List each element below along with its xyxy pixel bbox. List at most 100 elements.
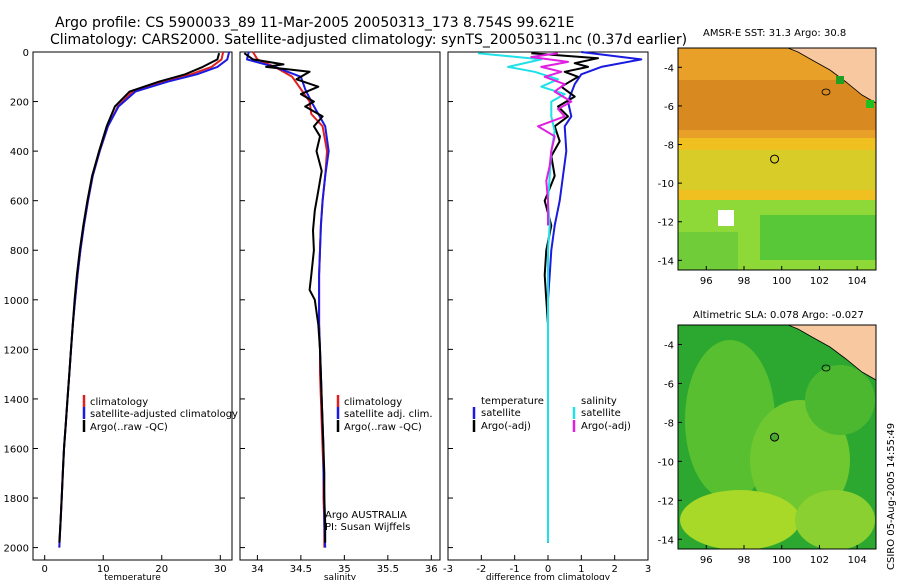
legend-label-temp-argo: Argo(-adj): [481, 421, 531, 432]
x-tick-label: 0: [42, 564, 48, 575]
sst-map-frame: [677, 47, 877, 271]
y-tick-label: 1600: [4, 444, 29, 455]
x-tick-label: 35.5: [377, 564, 399, 575]
y-tick-label: 2000: [4, 544, 29, 555]
map-y-tick-label: -12: [658, 218, 674, 229]
map-y-tick-label: -14: [658, 535, 674, 546]
series-line-climatology: [252, 51, 328, 548]
series-line-argo-raw-qc-: [58, 52, 221, 543]
x-tick-label: 2: [611, 564, 617, 575]
sst-coolest-patch: [760, 215, 876, 260]
island-outline: [821, 88, 831, 96]
x-tick-label: 20: [155, 564, 168, 575]
x-tick-label: 34: [251, 564, 264, 575]
legend-label-satellite: satellite-adjusted climatology: [90, 409, 238, 420]
sla-map-title: Altimetric SLA: 0.078 Argo: -0.027: [693, 310, 864, 321]
csiro-credit: CSIRO 05-Aug-2005 14:55:49: [886, 423, 897, 570]
map-x-tick-label: 100: [772, 555, 791, 566]
legend-label-climatology: climatology: [90, 397, 148, 408]
argo-float-marker: [770, 432, 780, 442]
legend-label-argo: Argo(..raw -QC): [344, 422, 422, 433]
temperature-plot: 0 10 20 30 0 200 400 600 800 1000 1200 1400 1600 1800…: [4, 48, 231, 580]
series-line-temperature-satellite: [547, 51, 643, 543]
sst-island-patch: [836, 76, 844, 84]
legend-label-sal-argo: Argo(-adj): [581, 421, 631, 432]
sla-map-axes: 96 98 100 102 104 -4 -6 -8 -10 -12 -14: [658, 340, 867, 566]
sla-feature: [795, 490, 875, 549]
x-tick-label: 35: [338, 564, 351, 575]
map-x-tick-label: 104: [848, 555, 867, 566]
salinity-legend: climatology satellite adj. clim. Argo(..…: [325, 395, 433, 533]
x-tick-label: -2: [476, 564, 486, 575]
map-x-tick-label: 96: [700, 555, 713, 566]
island-outline: [821, 364, 831, 372]
sla-map: [678, 325, 876, 549]
y-tick-label: 400: [10, 147, 29, 158]
x-tick-label: 1: [578, 564, 584, 575]
y-tick-label: 1400: [4, 395, 29, 406]
map-y-tick-label: -8: [664, 141, 674, 152]
x-tick-label: 34.5: [290, 564, 312, 575]
legend-label-satellite: satellite adj. clim.: [344, 409, 433, 420]
legend-heading-salinity: salinity: [581, 396, 617, 407]
y-tick-label: 1000: [4, 296, 29, 307]
x-axis-label: salinity: [324, 573, 357, 580]
temperature-legend: climatology satellite-adjusted climatolo…: [82, 395, 238, 433]
y-tick-label: 200: [10, 98, 29, 109]
sst-map: [678, 48, 876, 270]
map-y-tick-label: -4: [664, 340, 674, 351]
map-x-tick-label: 98: [738, 276, 751, 287]
x-tick-label: 30: [214, 564, 227, 575]
sla-feature: [805, 365, 875, 435]
series-line-satellite-adj-clim-: [246, 51, 330, 548]
map-x-tick-label: 100: [772, 276, 791, 287]
x-tick-label: -3: [443, 564, 453, 575]
sla-map-frame: [677, 324, 877, 550]
series-line-satellite-adjusted-climatology: [58, 51, 231, 548]
map-y-tick-label: -6: [664, 379, 674, 390]
pi-label: PI: Susan Wijffels: [325, 522, 410, 533]
map-x-tick-label: 96: [700, 276, 713, 287]
legend-label-argo: Argo(..raw -QC): [90, 422, 168, 433]
legend-label-climatology: climatology: [344, 397, 402, 408]
y-tick-label: 1200: [4, 345, 29, 356]
map-x-tick-label: 104: [848, 276, 867, 287]
sst-map-axes: 96 98 100 102 104 -4 -6 -8 -10 -12 -14: [658, 63, 867, 287]
x-tick-label: 36: [425, 564, 438, 575]
series-line-climatology: [58, 51, 225, 548]
salinity-plot-frame: [239, 51, 441, 561]
sst-map-title: AMSR-E SST: 31.3 Argo: 30.8: [703, 28, 846, 39]
sst-cool-patch: [678, 232, 738, 270]
sst-warmest-band: [678, 80, 876, 130]
temperature-plot-frame: [32, 51, 233, 561]
x-tick-label: 10: [97, 564, 110, 575]
sumatra-coast: [787, 325, 876, 381]
series-line-salinity-satellite: [477, 52, 566, 543]
map-y-tick-label: -12: [658, 496, 674, 507]
map-y-tick-label: -14: [658, 256, 674, 267]
difference-legend: temperature satellite Argo(-adj) salinit…: [472, 396, 631, 432]
map-y-tick-label: -6: [664, 102, 674, 113]
sst-mid-band: [678, 150, 876, 190]
map-x-tick-label: 102: [810, 276, 829, 287]
series-line-salinity-argo-adj-: [530, 52, 573, 226]
x-axis-label: temperature: [104, 573, 161, 580]
difference-plot: -3 -2 -1 0 1 2 3 difference from climatology: [443, 51, 651, 580]
map-y-tick-label: -10: [658, 179, 674, 190]
map-x-tick-label: 98: [738, 555, 751, 566]
legend-label-temp-satellite: satellite: [481, 408, 521, 419]
y-tick-label: 0: [23, 48, 29, 59]
map-x-tick-label: 102: [810, 555, 829, 566]
legend-heading-temperature: temperature: [481, 396, 544, 407]
x-tick-label: -1: [510, 564, 520, 575]
series-line-argo-raw-qc-: [243, 52, 327, 543]
sst-missing-data: [718, 210, 734, 226]
x-tick-label: 3: [645, 564, 651, 575]
salinity-plot: 34 34.5 35 35.5 36 salinity: [240, 51, 438, 580]
map-y-tick-label: -8: [664, 418, 674, 429]
header-line1: Argo profile: CS 5900033_89 11-Mar-2005 …: [55, 15, 574, 31]
sla-feature: [680, 490, 800, 549]
y-tick-label: 1800: [4, 494, 29, 505]
legend-label-sal-satellite: satellite: [581, 408, 621, 419]
